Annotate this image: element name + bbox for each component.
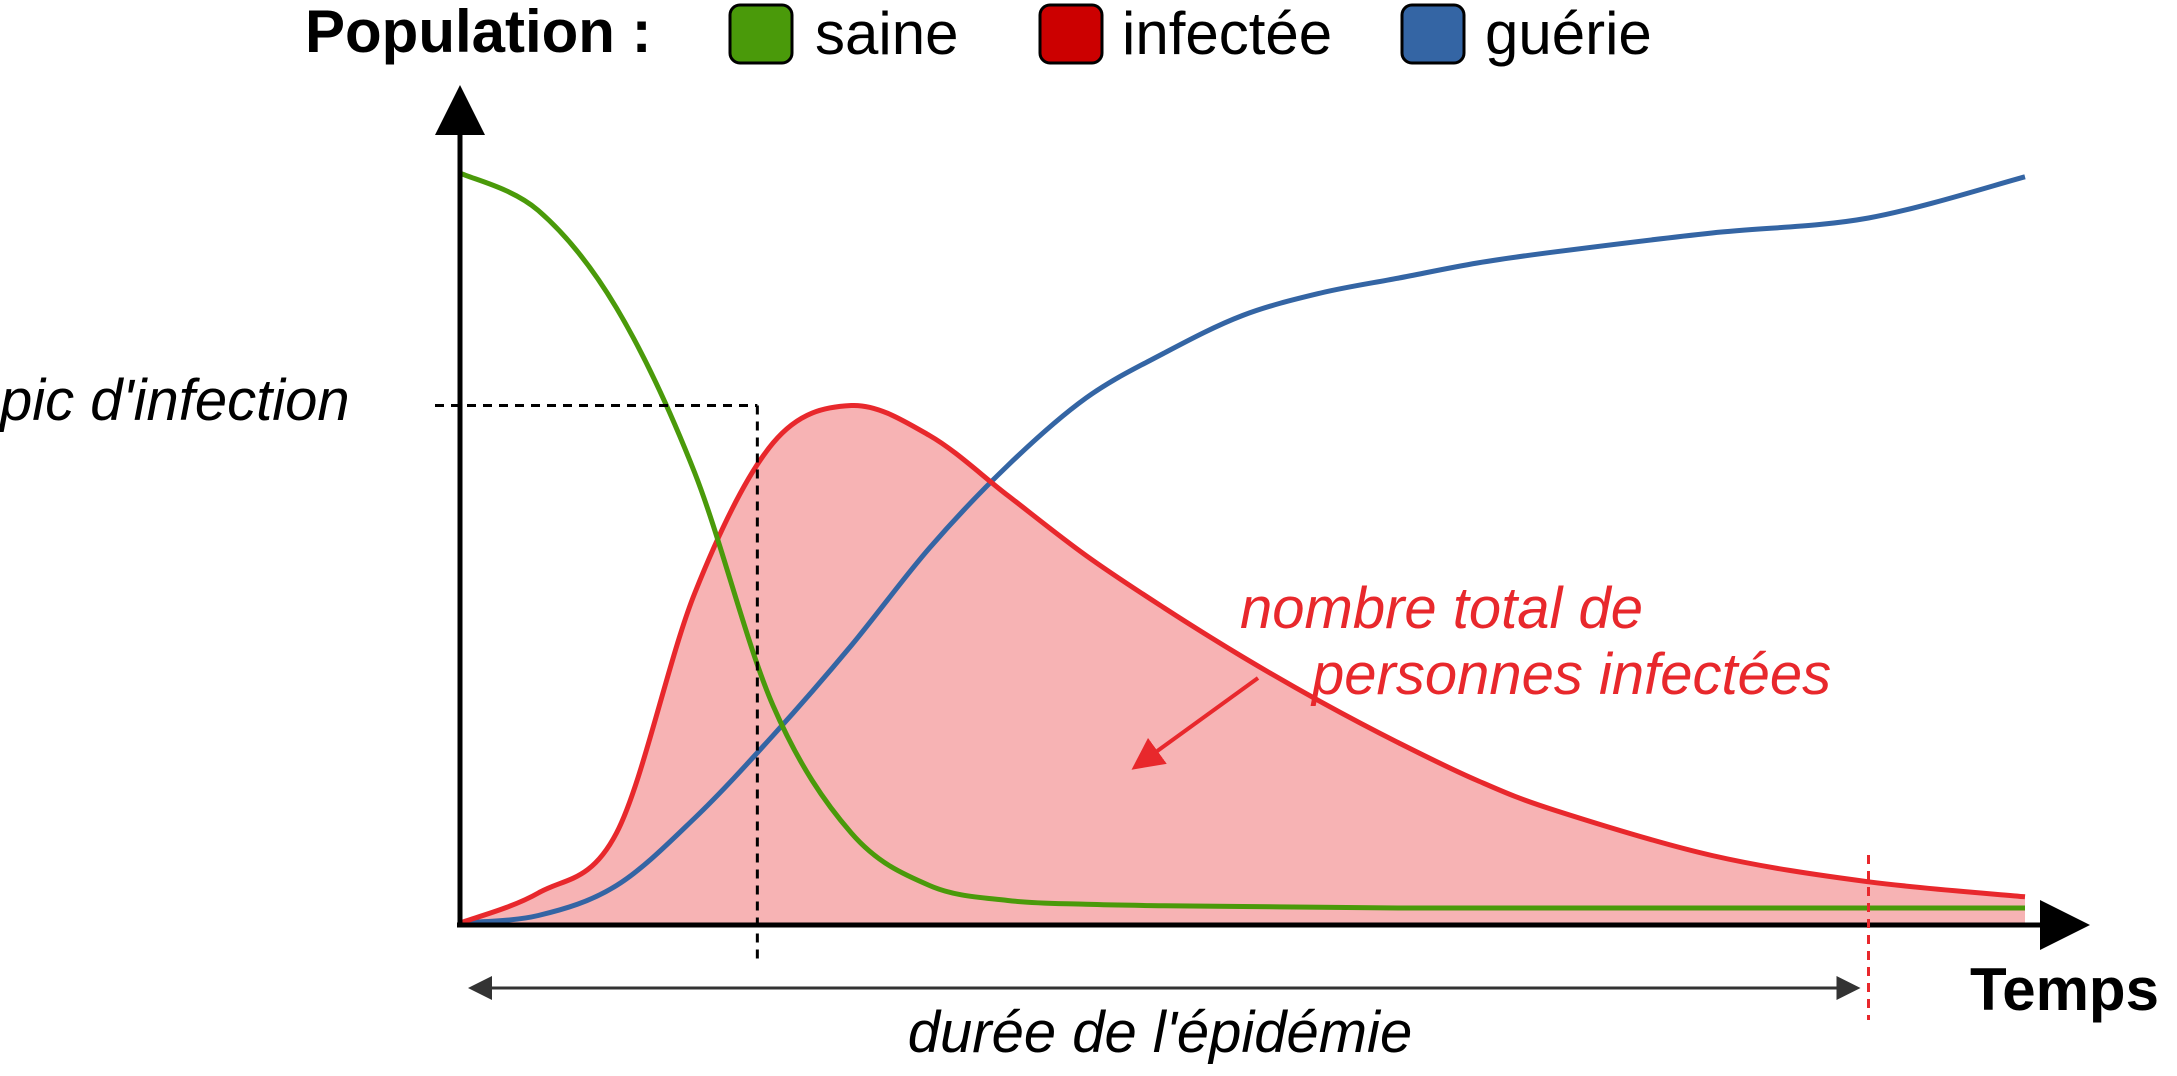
- duration-label: durée de l'épidémie: [908, 1000, 1412, 1065]
- legend-label-guerie: guérie: [1485, 0, 1652, 67]
- legend-swatch-saine: [728, 3, 794, 65]
- peak-label: pic d'infection: [0, 368, 350, 433]
- total-infected-arrow: [1131, 676, 1260, 770]
- legend-swatch-guerie: [1400, 3, 1466, 65]
- legend: Population : saine infectée guérie: [305, 0, 1652, 67]
- legend-swatch-infectee: [1038, 3, 1104, 65]
- x-axis-title: Temps: [1970, 956, 2159, 1023]
- infected-area-fill: [460, 405, 2025, 923]
- total-infected-label-line2: personnes infectées: [1310, 642, 1831, 707]
- series-line-saine: [458, 170, 2025, 911]
- legend-label-saine: saine: [815, 0, 958, 67]
- total-infected-label-line1: nombre total de: [1240, 576, 1643, 641]
- series-line-infectee: [459, 402, 2026, 926]
- legend-label-infectee: infectée: [1122, 0, 1332, 67]
- series-line-guerie: [459, 174, 2026, 926]
- legend-title: Population :: [305, 0, 652, 65]
